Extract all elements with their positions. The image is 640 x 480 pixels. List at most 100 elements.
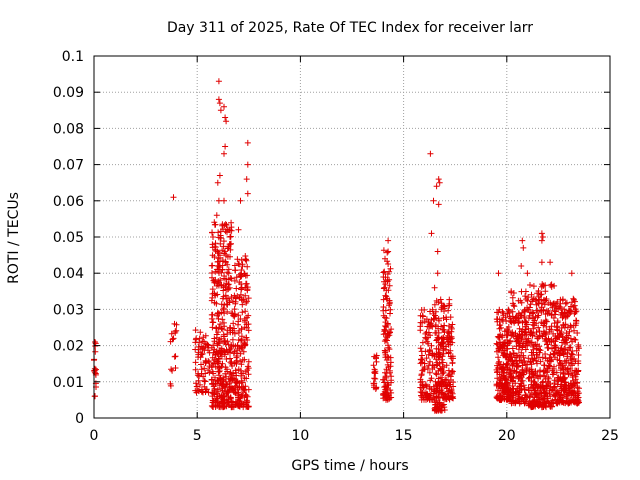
data-point [505,306,512,313]
data-point [440,315,447,321]
data-point [382,307,389,314]
data-point [427,392,434,398]
data-point [383,315,390,322]
data-point [425,329,432,336]
data-point [538,259,545,266]
chart-title: Day 311 of 2025, Rate Of TEC Index for r… [167,20,533,36]
data-point [218,301,225,308]
data-point [432,329,439,336]
data-point [372,386,379,392]
y-axis-label: ROTI / TECUs [6,192,22,284]
data-point [438,335,445,342]
data-point [370,362,377,369]
data-point [494,375,501,382]
data-point [440,369,447,376]
data-point [431,301,438,308]
data-point [216,270,222,276]
data-point [561,376,568,383]
data-point [372,375,379,382]
data-point [526,402,532,409]
data-point [437,379,444,386]
data-point [208,311,215,318]
data-point [529,404,536,410]
data-point [563,299,570,306]
data-point [526,398,533,404]
data-point [217,277,224,283]
data-point [433,183,440,190]
data-point [426,369,433,376]
data-point [209,262,216,269]
data-point [241,386,248,393]
data-point [542,391,549,398]
data-point [218,309,225,316]
data-point [533,381,540,388]
data-point [514,338,521,345]
data-point [242,319,248,325]
data-point [567,303,574,310]
data-point [574,388,581,395]
data-point [209,229,216,236]
data-point [430,197,437,204]
data-point [570,295,577,302]
data-point [504,337,511,343]
data-point [552,344,559,350]
data-point [229,386,236,393]
data-point [536,333,543,340]
data-point [235,321,241,328]
data-point [210,360,217,367]
data-point [199,338,206,345]
data-point [242,392,249,398]
data-point [515,346,522,353]
data-point [234,342,241,349]
data-point [242,292,249,299]
data-point [244,190,251,197]
data-point [217,107,224,114]
data-point [510,318,517,325]
data-point [238,361,245,368]
data-point [544,357,551,364]
data-point [208,402,215,409]
data-point [92,339,98,345]
data-point [516,318,523,325]
data-point [504,396,511,403]
data-point [419,339,426,346]
data-point [220,348,227,354]
data-point [449,359,456,366]
data-point [496,333,502,340]
data-point [245,358,252,365]
data-point [216,336,223,343]
data-point [500,350,507,357]
data-point [554,299,561,305]
data-point [433,407,440,414]
data-point [546,310,553,317]
data-point [528,329,535,336]
data-point [567,355,574,362]
data-point [231,325,238,332]
data-point [237,197,244,204]
data-point [192,366,199,373]
data-point [439,340,446,347]
data-point [433,371,440,378]
data-point [426,321,433,328]
y-tick-label: 0.01 [53,375,84,391]
data-point [509,329,516,336]
data-point [237,316,244,322]
data-point [516,383,522,390]
data-point [221,103,227,110]
data-point [547,351,554,358]
data-point [216,100,223,107]
data-point [552,393,559,400]
data-point [538,291,545,298]
data-point [216,392,223,399]
data-point [563,330,570,337]
data-point [422,348,429,355]
data-point [575,343,582,350]
data-point [209,361,216,368]
data-point [212,268,219,275]
data-point [388,373,395,380]
data-point [434,248,441,255]
data-point [380,392,387,399]
data-point [527,301,534,308]
data-point [200,344,207,351]
data-point [570,392,577,399]
